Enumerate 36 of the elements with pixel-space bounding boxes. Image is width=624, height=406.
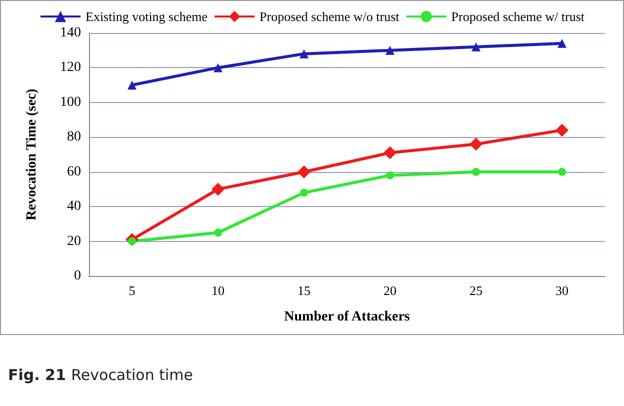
x-tick-label: 30	[556, 283, 568, 298]
point	[472, 168, 480, 176]
y-tick-label: 60	[67, 164, 81, 180]
legend-label: Existing voting scheme	[86, 9, 208, 24]
x-axis-title: Number of Attackers	[284, 310, 410, 324]
point	[298, 165, 310, 178]
y-tick-label: 80	[67, 130, 81, 145]
point	[214, 228, 222, 237]
point	[214, 63, 222, 72]
y-axis-title: Revocation Time (sec)	[24, 88, 40, 220]
legend-label: Proposed scheme w/o trust	[260, 9, 400, 24]
point	[386, 171, 394, 180]
x-tick-label: 20	[384, 283, 396, 298]
y-tick-label: 20	[67, 234, 81, 249]
x-tick-label: 25	[470, 283, 482, 298]
y-tick-label: 40	[67, 199, 81, 214]
point	[556, 124, 568, 137]
point	[386, 46, 394, 55]
point	[470, 138, 482, 151]
point	[300, 188, 308, 197]
x-tick-label: 15	[298, 283, 310, 298]
y-tick-label: 0	[74, 268, 81, 284]
point	[212, 182, 224, 196]
point	[558, 168, 566, 176]
x-tick-label: 5	[128, 283, 136, 298]
x-tick-label: 10	[212, 283, 224, 298]
y-tick-label: 140	[60, 26, 81, 40]
y-tick-label: 120	[60, 60, 81, 76]
point	[472, 42, 480, 52]
legend-label: Proposed scheme w/ trust	[451, 9, 585, 24]
point	[128, 80, 136, 90]
y-tick-label: 100	[60, 94, 81, 110]
caption: Fig. 21 Revocation time	[8, 366, 194, 384]
point	[558, 38, 566, 48]
point	[300, 49, 308, 58]
point	[384, 146, 396, 160]
